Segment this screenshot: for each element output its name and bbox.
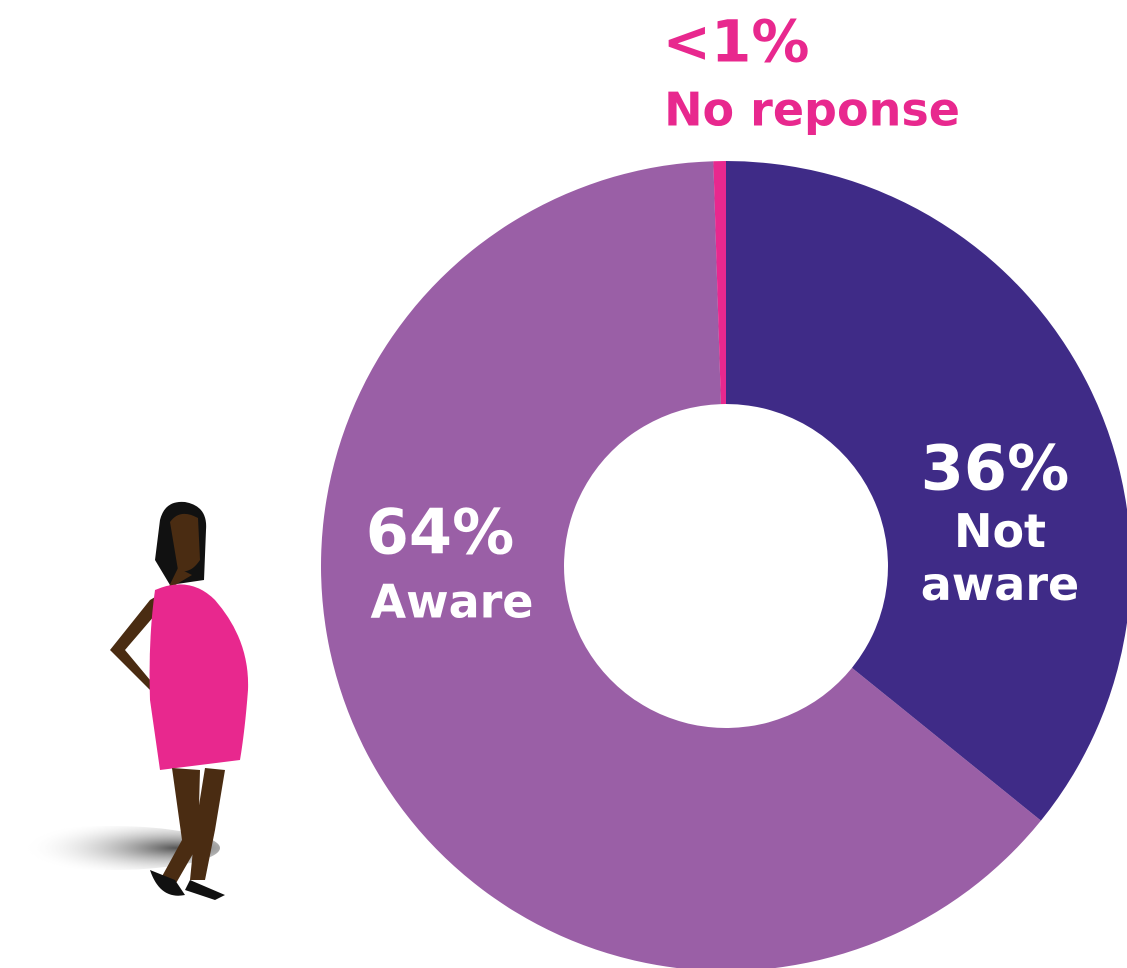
- value-label: 64%: [365, 495, 515, 569]
- woman-illustration: [0, 501, 249, 900]
- category-label: Aware: [370, 574, 534, 629]
- value-label: 36%: [920, 431, 1070, 505]
- value-label: <1%: [662, 7, 810, 76]
- category-label: No reponse: [664, 82, 960, 137]
- slice: [726, 161, 1127, 821]
- category-label: Not aware: [920, 504, 1080, 611]
- donut: [321, 161, 1127, 968]
- slice: [713, 161, 726, 405]
- slice: [321, 161, 1041, 968]
